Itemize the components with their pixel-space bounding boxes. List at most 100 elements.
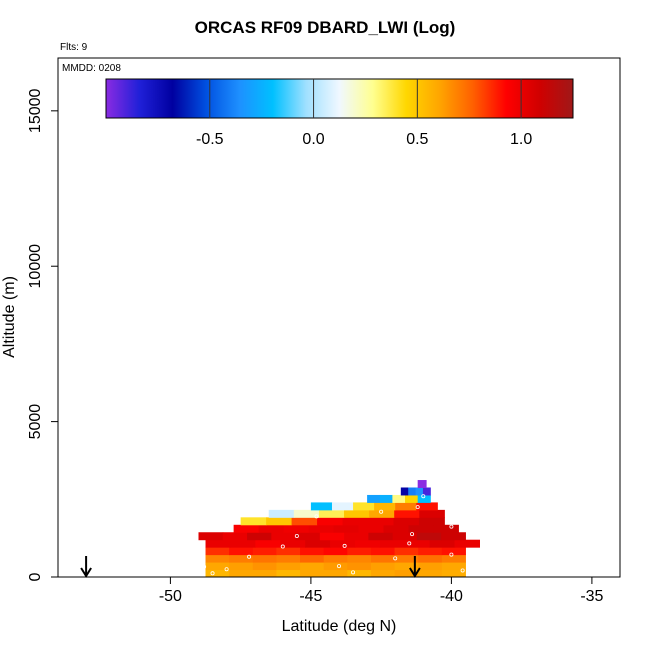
- sample-point: [351, 570, 356, 575]
- heatmap-cell: [305, 539, 331, 548]
- heatmap-cell: [370, 569, 396, 578]
- heatmap-cell: [330, 539, 356, 548]
- heatmap-cell: [368, 532, 394, 541]
- heatmap-cell: [323, 547, 348, 556]
- heatmap-cell: [379, 494, 393, 503]
- heatmap-cell: [379, 539, 406, 548]
- heatmap-cell: [240, 517, 267, 526]
- sample-point: [247, 554, 252, 559]
- x-tick-label: -35: [580, 588, 603, 605]
- heatmap-cell: [276, 562, 301, 571]
- heatmap-cell: [276, 569, 301, 578]
- heatmap-cell: [333, 524, 360, 533]
- heatmap-cell: [404, 539, 431, 548]
- heatmap-cell: [441, 554, 466, 563]
- sample-point: [280, 544, 285, 549]
- heatmap-cell: [276, 554, 301, 563]
- heatmap-cell: [417, 480, 427, 488]
- x-tick-label: -50: [159, 588, 182, 605]
- sample-point: [410, 532, 415, 537]
- heatmap-cell: [392, 532, 418, 541]
- sample-point: [421, 494, 426, 499]
- date-note: MMDD: 0208: [62, 63, 121, 74]
- heatmap-cell: [454, 539, 480, 548]
- heatmap-cell: [323, 562, 348, 571]
- heatmap-cell: [418, 569, 443, 578]
- heatmap-cell: [394, 509, 420, 518]
- heatmap-cell: [422, 487, 431, 496]
- heatmap-cell: [394, 547, 419, 556]
- arrow-marker: [409, 556, 421, 578]
- x-tick-label: -45: [299, 588, 322, 605]
- heatmap-cell: [417, 494, 431, 503]
- heatmap-cell: [323, 554, 348, 563]
- heatmap-cell: [258, 524, 285, 533]
- flights-note: Flts: 9: [60, 42, 88, 53]
- heatmap-cell: [300, 569, 325, 578]
- colorbar: [105, 78, 574, 119]
- heatmap-cell: [205, 569, 230, 578]
- heatmap-cell: [393, 517, 420, 526]
- heatmap-cell: [395, 502, 417, 511]
- heatmap-cell: [358, 524, 384, 533]
- heatmap-cell: [429, 539, 456, 548]
- heatmap-cell: [308, 524, 335, 533]
- heatmap-cell: [271, 532, 297, 541]
- sample-point: [393, 556, 398, 561]
- plot-frame: [57, 57, 621, 578]
- heatmap-cell: [300, 554, 325, 563]
- heatmap-cell: [394, 554, 419, 563]
- heatmap-cell: [291, 517, 318, 526]
- heatmap-cell: [418, 547, 443, 556]
- heatmap-cell: [347, 569, 372, 578]
- heatmap-cell: [323, 569, 348, 578]
- heatmap-cell: [416, 502, 438, 511]
- heatmap-cell: [394, 569, 419, 578]
- heatmap-cell: [255, 539, 281, 548]
- heatmap-cell: [400, 487, 409, 496]
- heatmap-cell: [419, 509, 445, 518]
- y-axis-label: Altitude (m): [1, 276, 18, 358]
- y-tick-label: 5000: [27, 404, 44, 440]
- heatmap-cell: [310, 502, 333, 511]
- heatmap-cell: [342, 517, 369, 526]
- x-axis-label: Latitude (deg N): [282, 618, 397, 635]
- heatmap-cell: [347, 554, 372, 563]
- x-axis-ticks: -50 -45 -40 -35: [159, 577, 604, 605]
- heatmap-cell: [347, 547, 372, 556]
- heatmap-cell: [344, 509, 370, 518]
- heatmap-cell: [394, 562, 419, 571]
- heatmap-cell: [205, 562, 230, 571]
- heatmap-cell: [252, 562, 277, 571]
- sample-point: [294, 533, 299, 538]
- heatmap-cell: [266, 517, 293, 526]
- heatmap-cell: [354, 539, 381, 548]
- heatmap-cell: [441, 569, 466, 578]
- sample-point: [460, 568, 465, 573]
- heatmap-cell: [252, 547, 277, 556]
- sample-point: [336, 564, 341, 569]
- x-tick-label: -40: [440, 588, 463, 605]
- sample-point: [449, 524, 454, 529]
- colorbar-tick-label: 1.0: [510, 131, 532, 148]
- heatmap-cell: [300, 562, 325, 571]
- heatmap-cell: [353, 502, 375, 511]
- heatmap-cell: [408, 487, 417, 496]
- heatmap-cell: [247, 532, 272, 541]
- heatmap-cell: [370, 547, 396, 556]
- y-tick-label: 0: [27, 572, 44, 581]
- heatmap-cell: [367, 517, 394, 526]
- heatmap-cell: [370, 562, 396, 571]
- heatmap-cell: [229, 547, 254, 556]
- heatmap-cell: [230, 539, 256, 548]
- heatmap-cell: [408, 524, 434, 533]
- heatmap-cell: [198, 532, 224, 541]
- heatmap-cell: [205, 547, 230, 556]
- heatmap-cell: [374, 502, 396, 511]
- heatmap-cell: [418, 517, 445, 526]
- heatmap-cell: [405, 494, 419, 503]
- sample-point: [342, 543, 347, 548]
- heatmap-cell: [300, 547, 325, 556]
- heatmap-cell: [370, 554, 396, 563]
- heatmap-cell: [276, 547, 301, 556]
